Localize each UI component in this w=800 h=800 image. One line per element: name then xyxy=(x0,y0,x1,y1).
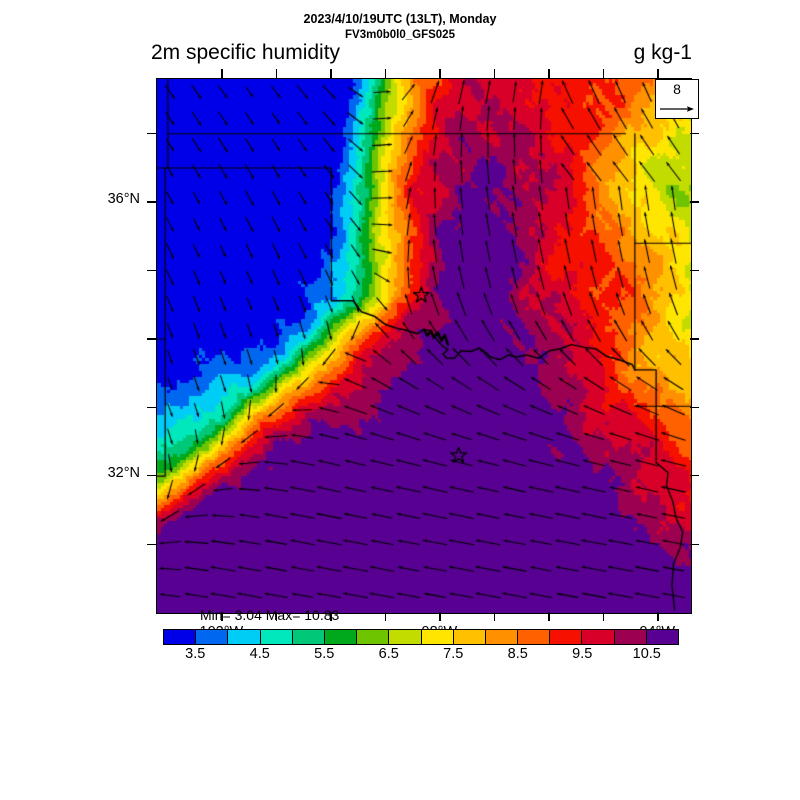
colorbar-cell xyxy=(196,630,229,644)
colorbar: 3.5 4.5 5.5 6.5 7.5 8.5 9.5 10.5 xyxy=(163,629,679,662)
humidity-field-canvas xyxy=(157,79,691,613)
units-label: g kg-1 xyxy=(633,41,692,64)
colorbar-cell xyxy=(164,630,197,644)
axis-tick xyxy=(147,475,156,477)
axis-tick xyxy=(439,69,441,78)
title-datetime: 2023/4/10/19UTC (13LT), Monday xyxy=(303,12,497,26)
lat-tick-label: 36°N xyxy=(107,191,140,208)
axis-tick xyxy=(330,612,332,621)
colorbar-cell xyxy=(421,630,454,644)
axis-tick xyxy=(690,543,699,545)
title-model: FV3m0b0l0_GFS025 xyxy=(345,29,455,41)
axis-tick xyxy=(493,612,496,621)
axis-tick xyxy=(147,406,156,408)
axis-tick xyxy=(275,69,278,78)
colorbar-cell xyxy=(453,630,486,644)
axis-tick xyxy=(384,69,387,78)
axis-tick xyxy=(690,201,699,203)
axis-tick xyxy=(439,612,441,621)
axis-tick xyxy=(221,69,223,78)
axis-tick xyxy=(147,269,156,272)
axis-tick xyxy=(602,612,605,621)
axis-tick xyxy=(690,475,699,477)
variable-label: 2m specific humidity xyxy=(151,41,341,64)
colorbar-tick-label: 5.5 xyxy=(314,646,335,662)
axis-tick xyxy=(275,612,278,621)
colorbar-cell xyxy=(324,630,358,644)
colorbar-cell xyxy=(614,630,647,644)
lat-tick-label: 32°N xyxy=(107,465,140,482)
map-plot-area xyxy=(156,78,692,614)
axis-tick xyxy=(548,69,550,78)
colorbar-tick-label: 4.5 xyxy=(249,646,270,662)
colorbar-tick-label: 10.5 xyxy=(632,646,661,662)
axis-tick xyxy=(147,132,156,135)
axis-tick xyxy=(602,69,605,78)
axis-tick xyxy=(657,612,659,621)
colorbar-tick-label: 3.5 xyxy=(185,646,206,662)
axis-tick xyxy=(147,201,156,203)
axis-tick xyxy=(493,69,496,78)
axis-tick xyxy=(690,338,699,340)
colorbar-cell xyxy=(582,630,615,644)
axis-tick xyxy=(147,543,156,545)
colorbar-cell xyxy=(260,630,293,644)
colorbar-cell xyxy=(389,630,422,644)
colorbar-cell xyxy=(550,630,583,644)
axis-tick xyxy=(548,612,550,621)
axis-tick xyxy=(690,269,699,272)
axis-tick xyxy=(690,132,699,135)
wind-key-value: 8 xyxy=(673,81,681,97)
colorbar-cell xyxy=(485,630,519,644)
axis-tick xyxy=(330,69,332,78)
colorbar-tick-label: 6.5 xyxy=(378,646,399,662)
colorbar-cell xyxy=(518,630,551,644)
axis-tick xyxy=(221,612,223,621)
colorbar-tick-label: 7.5 xyxy=(443,646,464,662)
axis-tick xyxy=(657,69,659,78)
colorbar-cell xyxy=(228,630,261,644)
axis-tick xyxy=(690,406,699,408)
minmax-annotation: Min= 3.04 Max= 10.83 xyxy=(200,607,340,623)
colorbar-strip xyxy=(163,629,679,645)
colorbar-tick-label: 9.5 xyxy=(572,646,593,662)
axis-tick xyxy=(147,338,156,340)
colorbar-cell xyxy=(357,630,390,644)
axis-tick xyxy=(384,612,387,621)
colorbar-cell xyxy=(292,630,325,644)
colorbar-tick-label: 8.5 xyxy=(507,646,528,662)
wind-arrow-icon xyxy=(660,106,694,112)
colorbar-tick-labels: 3.5 4.5 5.5 6.5 7.5 8.5 9.5 10.5 xyxy=(163,646,679,666)
colorbar-cell xyxy=(646,630,678,644)
wind-reference-key: 8 xyxy=(655,79,699,119)
